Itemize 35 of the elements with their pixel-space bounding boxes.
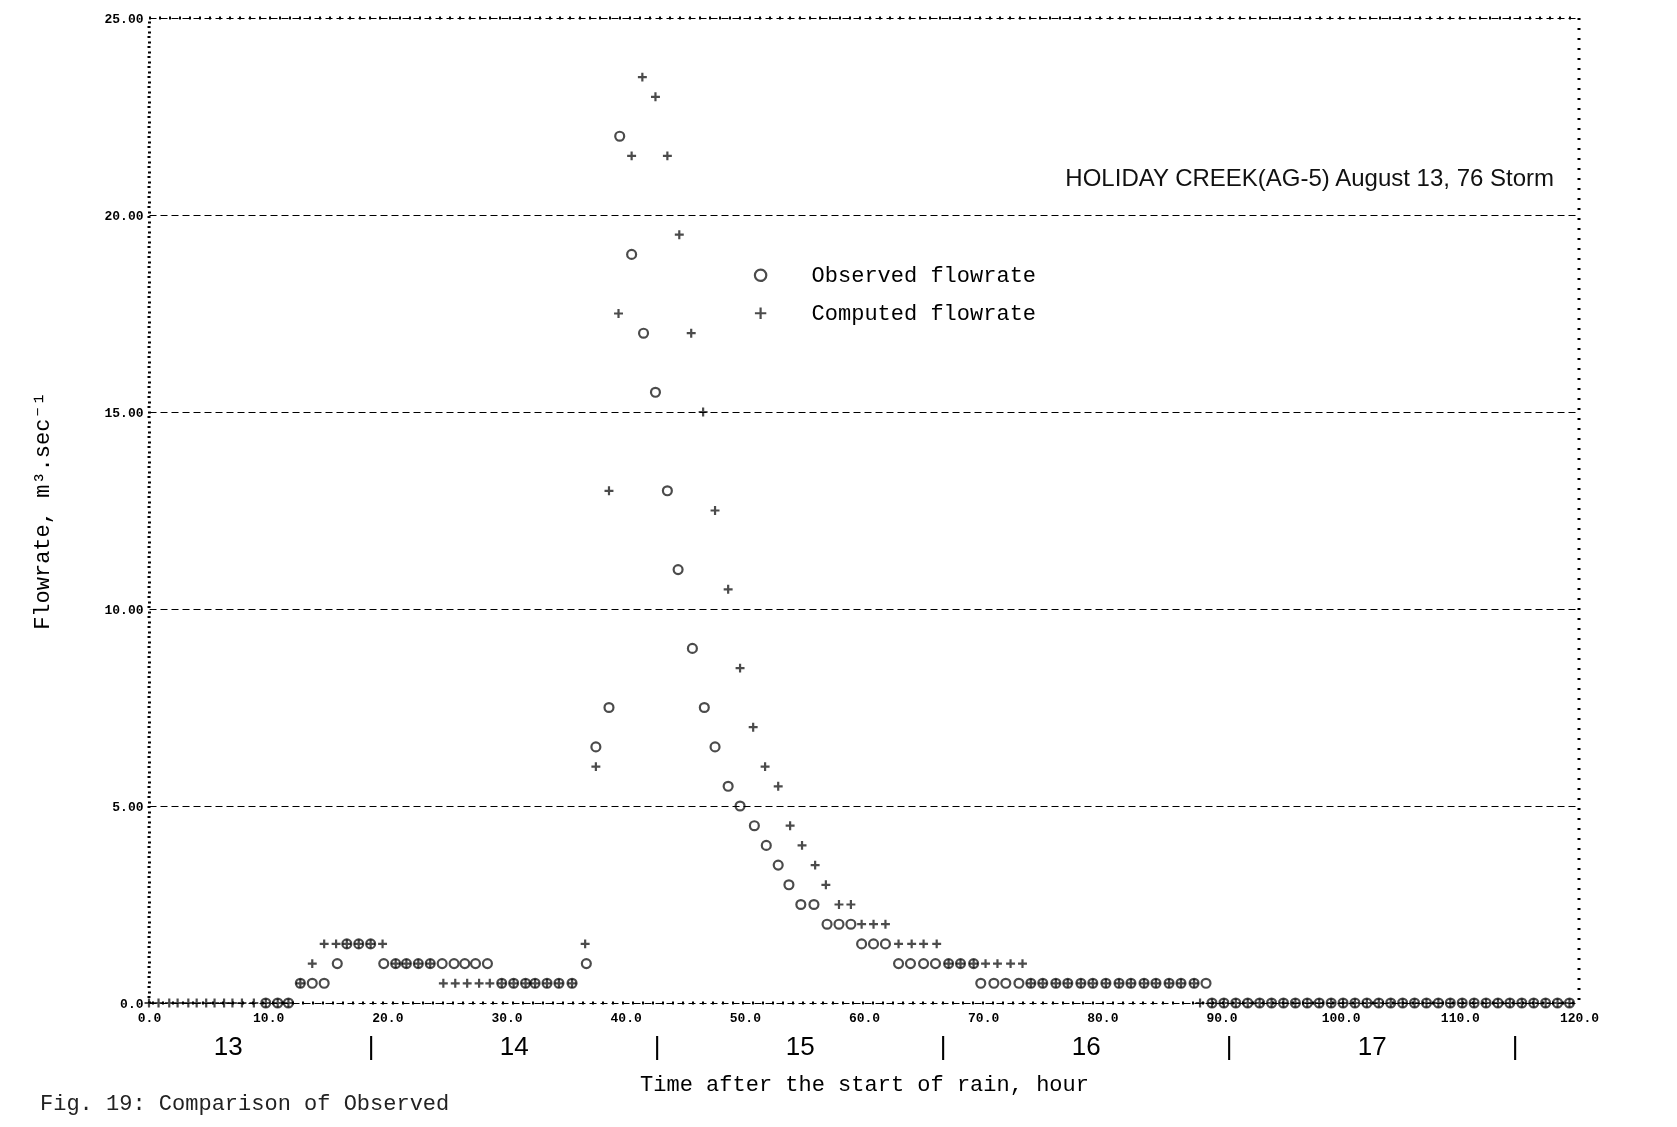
x2-tick-label: 14 bbox=[499, 1030, 529, 1061]
x-axis-title: Time after the start of rain, hour bbox=[640, 1072, 1089, 1098]
y-tick-label: 10.00 bbox=[104, 602, 144, 618]
x2-tick-label: | bbox=[1511, 1030, 1519, 1061]
y-axis-title: Flowrate, m³.sec⁻¹ bbox=[31, 392, 57, 630]
x2-tick-label: 16 bbox=[1071, 1030, 1101, 1061]
x2-tick-label: | bbox=[1225, 1030, 1233, 1061]
y-tick-label: 5.00 bbox=[112, 799, 144, 815]
x2-tick-label: | bbox=[367, 1030, 375, 1061]
text: HOLIDAY CREEK(AG-5) August 13, 76 Storm bbox=[1065, 163, 1554, 191]
x2-tick-label: 15 bbox=[785, 1030, 815, 1061]
caption: Fig. 19: Comparison of Observed bbox=[40, 1092, 450, 1117]
y-tick-label: 0.0 bbox=[120, 996, 144, 1012]
x2-tick-label: 13 bbox=[213, 1030, 243, 1061]
x-tick-label: 0.0 bbox=[137, 1010, 162, 1026]
x2-tick-label: | bbox=[653, 1030, 661, 1061]
y-tick-label: 20.00 bbox=[104, 208, 144, 224]
y-tick-label: 25.00 bbox=[104, 11, 144, 27]
x-tick-label: 50.0 bbox=[729, 1010, 762, 1026]
x-tick-label: 120.0 bbox=[1559, 1010, 1600, 1026]
x-tick-label: 110.0 bbox=[1440, 1010, 1481, 1026]
x2-tick-label: | bbox=[939, 1030, 947, 1061]
x-tick-label: 40.0 bbox=[610, 1010, 642, 1026]
x-tick-label: 10.0 bbox=[253, 1010, 285, 1026]
x-tick-label: 70.0 bbox=[968, 1010, 1000, 1026]
x-tick-label: 30.0 bbox=[491, 1010, 523, 1026]
x-tick-label: 100.0 bbox=[1321, 1010, 1361, 1026]
x2-tick-label: 17 bbox=[1357, 1030, 1387, 1061]
legend-label: Observed flowrate bbox=[811, 264, 1037, 290]
x-tick-label: 90.0 bbox=[1206, 1010, 1238, 1026]
x-tick-label: 20.0 bbox=[372, 1010, 404, 1026]
y-tick-label: 15.00 bbox=[104, 405, 144, 421]
x-tick-label: 60.0 bbox=[848, 1010, 881, 1026]
x-tick-label: 80.0 bbox=[1087, 1010, 1119, 1026]
legend-label: Computed flowrate bbox=[811, 302, 1037, 328]
